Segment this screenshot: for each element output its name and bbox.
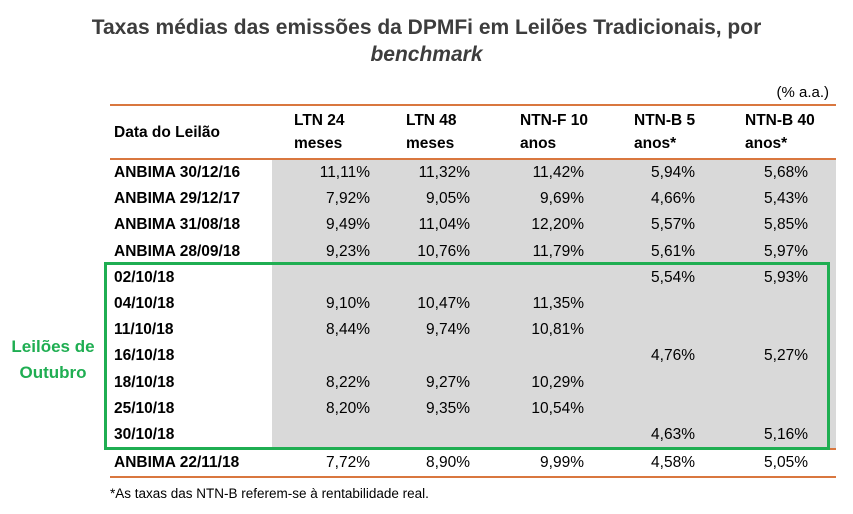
table-cell-value: 9,99% — [498, 448, 612, 479]
table-cell-value: 4,58% — [612, 448, 723, 479]
table-cell-value: 9,35% — [384, 395, 498, 422]
table-cell-date: 25/10/18 — [114, 399, 175, 417]
table-cell-date: 18/10/18 — [114, 373, 175, 391]
table-cell-value: 5,57% — [612, 212, 723, 239]
table-cell-value — [272, 343, 384, 370]
table-cell-value: 7,72% — [272, 448, 384, 479]
table-cell-date: ANBIMA 29/12/17 — [114, 190, 241, 208]
table-cell-value — [723, 369, 836, 396]
header-ntnf10: NTN-F 10 anos — [520, 112, 589, 152]
header-date: Data do Leilão — [114, 123, 220, 141]
header-ntnb5: NTN-B 5 anos* — [634, 112, 696, 152]
table-cell-value — [723, 317, 836, 344]
table-cell-value: 9,69% — [498, 186, 612, 213]
table-cell-value: 10,29% — [498, 369, 612, 396]
table-cell-value — [384, 264, 498, 291]
table-cell-value: 5,94% — [612, 159, 723, 187]
table-cell-value — [498, 421, 612, 450]
table-cell-value — [498, 264, 612, 291]
table-cell-value — [612, 369, 723, 396]
table-cell-value: 8,20% — [272, 395, 384, 422]
table-row: ANBIMA 31/08/18 9,49% 11,04% 12,20% 5,57% 5,8… — [110, 212, 836, 239]
table-row: 02/10/18 5,54% 5,93% — [110, 264, 836, 291]
table-cell-value — [723, 290, 836, 318]
table-cell-value: 5,05% — [723, 448, 836, 479]
table-row: ANBIMA 28/09/18 9,23% 10,76% 11,79% 5,61% 5,9… — [110, 238, 836, 265]
table-cell-value: 11,04% — [384, 212, 498, 239]
table-row: 30/10/18 4,63% 5,16% — [110, 421, 836, 450]
title-line-2: benchmark — [370, 43, 483, 66]
table-cell-value: 10,54% — [498, 395, 612, 422]
table-cell-value — [272, 421, 384, 450]
table-cell-value — [612, 317, 723, 344]
table-cell-value — [384, 343, 498, 370]
footnote: *As taxas das NTN-B referem-se à rentabi… — [110, 486, 429, 501]
table-row: 16/10/18 4,76% 5,27% — [110, 343, 836, 370]
table-cell-value: 4,66% — [612, 186, 723, 213]
table-cell-value — [272, 264, 384, 291]
table-cell-date: 30/10/18 — [114, 425, 175, 443]
table-cell-value: 5,43% — [723, 186, 836, 213]
title-line-1: Taxas médias das emissões da DPMFi em Le… — [91, 16, 762, 39]
table-row: 04/10/18 9,10% 10,47% 11,35% — [110, 290, 836, 318]
table-cell-value: 5,54% — [612, 264, 723, 291]
header-ntnb40: NTN-B 40 anos* — [745, 112, 815, 152]
table-cell-value: 8,22% — [272, 369, 384, 396]
table-cell-value: 9,74% — [384, 317, 498, 344]
table-cell-value — [612, 395, 723, 422]
table-header-row: Data do Leilão LTN 24 meses LTN 48 meses N… — [110, 105, 836, 159]
table-cell-value: 9,27% — [384, 369, 498, 396]
table-cell-value: 7,92% — [272, 186, 384, 213]
october-auctions-label: Leilões de Outubro — [11, 337, 95, 382]
table-row: 18/10/18 8,22% 9,27% 10,29% — [110, 369, 836, 396]
table-cell-value: 5,61% — [612, 238, 723, 265]
table-cell-value: 9,10% — [272, 290, 384, 318]
table-cell-value: 5,97% — [723, 238, 836, 265]
table-cell-value: 5,27% — [723, 343, 836, 370]
table-cell-value: 11,32% — [384, 159, 498, 187]
table-cell-date: 02/10/18 — [114, 268, 175, 286]
table-cell-date: ANBIMA 31/08/18 — [114, 216, 241, 234]
table-cell-value: 4,63% — [612, 421, 723, 450]
table-cell-value: 11,79% — [498, 238, 612, 265]
table-cell-value: 11,11% — [272, 159, 384, 187]
table-cell-value: 5,93% — [723, 264, 836, 291]
table-cell-date: ANBIMA 28/09/18 — [114, 242, 241, 260]
table-cell-date: 11/10/18 — [114, 321, 174, 339]
table-cell-date: ANBIMA 30/12/16 — [114, 164, 241, 182]
table-cell-value: 4,76% — [612, 343, 723, 370]
chart-title: Taxas médias das emissões da DPMFi em Le… — [0, 14, 853, 68]
table-cell-value: 5,16% — [723, 421, 836, 450]
table-row: ANBIMA 30/12/16 11,11% 11,32% 11,42% 5,94% 5,… — [110, 159, 836, 187]
table-cell-value: 5,68% — [723, 159, 836, 187]
table-cell-value: 9,05% — [384, 186, 498, 213]
header-ltn48: LTN 48 meses — [406, 112, 457, 152]
table-row: ANBIMA 29/12/17 7,92% 9,05% 9,69% 4,66% 5,43% — [110, 186, 836, 213]
table-cell-value: 9,49% — [272, 212, 384, 239]
table-cell-value — [612, 290, 723, 318]
table-cell-value: 10,76% — [384, 238, 498, 265]
table-cell-date: ANBIMA 22/11/18 — [110, 448, 272, 479]
table-cell-value: 11,35% — [498, 290, 612, 318]
table-cell-value: 5,85% — [723, 212, 836, 239]
table-cell-value: 10,81% — [498, 317, 612, 344]
table-cell-value — [384, 421, 498, 450]
header-ltn24: LTN 24 meses — [294, 112, 345, 152]
table-cell-value: 8,90% — [384, 448, 498, 479]
unit-label: (% a.a.) — [776, 84, 829, 101]
table-cell-value — [723, 395, 836, 422]
table-cell-date: 16/10/18 — [114, 347, 175, 365]
table-cell-value: 8,44% — [272, 317, 384, 344]
table-cell-value — [498, 343, 612, 370]
rates-table: Data do Leilão LTN 24 meses LTN 48 meses N… — [110, 104, 836, 479]
table-cell-value: 12,20% — [498, 212, 612, 239]
table-row-anbima-latest: ANBIMA 22/11/18 7,72% 8,90% 9,99% 4,58% … — [110, 448, 836, 479]
table-row: 11/10/18 8,44% 9,74% 10,81% — [110, 317, 836, 344]
table-cell-value: 10,47% — [384, 290, 498, 318]
table-cell-date: 04/10/18 — [114, 295, 175, 313]
table-row: 25/10/18 8,20% 9,35% 10,54% — [110, 395, 836, 422]
table-cell-value: 9,23% — [272, 238, 384, 265]
table-cell-value: 11,42% — [498, 159, 612, 187]
